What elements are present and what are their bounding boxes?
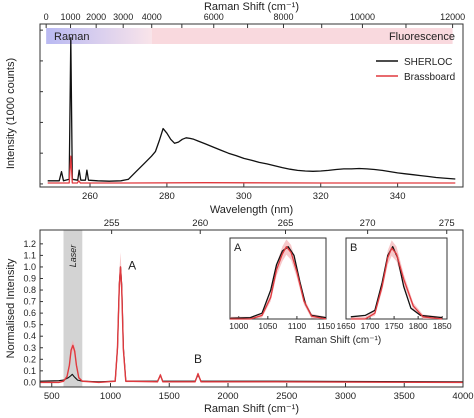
top-x-tick-label: 4000: [142, 12, 162, 22]
x-tick-label: 1000: [100, 391, 121, 402]
top-x-tick-label: 0: [44, 12, 49, 22]
top-x-tick-label: 1000: [61, 12, 81, 22]
bottom-plot-frame: [39, 229, 464, 388]
peak-label-a: A: [128, 258, 136, 272]
top-x-tick-label: 260: [192, 218, 208, 229]
top-x-tick-label: 265: [278, 218, 294, 229]
bottom-axis-ticks: 500 1000 1500 2000 2500 3000 3500 4000 0.00.1 0.2…: [23, 218, 473, 402]
top-series: [47, 37, 456, 184]
y-tick-label: 1.1: [23, 250, 36, 260]
top-x-axis-label: Wavelength (nm): [210, 204, 293, 216]
inset-a-frame: [229, 237, 327, 320]
y-tick-label: 0.1: [23, 366, 36, 376]
inset-a-label: A: [234, 242, 242, 254]
y-tick-label: 0.9: [23, 273, 36, 283]
spectral-regions: [46, 28, 453, 44]
top-y-axis-label: Intensity (1000 counts): [5, 58, 17, 169]
top-x-tick-label: 3000: [113, 12, 133, 22]
x-tick-label: 300: [236, 191, 252, 202]
x-tick-label: 280: [159, 191, 175, 202]
top-x-tick-label: 10000: [350, 12, 375, 22]
x-tick-label: 340: [390, 191, 406, 202]
laser-band-label: Laser: [68, 244, 78, 268]
inset-x-tick-label: 1150: [317, 321, 336, 331]
inset-a-series: [229, 239, 327, 320]
y-tick-label: 0.0: [23, 377, 36, 387]
inset-peak-a: 1000 1050 1100 1150 A: [229, 237, 336, 331]
top-x-tick-label: 12000: [440, 12, 465, 22]
legend-label-brassboard: Brassboard: [404, 72, 455, 83]
top-x-tick-label: 6000: [204, 12, 224, 22]
inset-x-tick-label: 1700: [361, 321, 380, 331]
series-line-brassboard: [40, 266, 464, 384]
top-axis-ticks: 260 280 300 320 340 0 1000 2000 3000 4000 6000 8000…: [40, 12, 465, 202]
fluorescence-region-band: [151, 28, 453, 44]
inset-x-tick-label: 1000: [229, 321, 248, 331]
top-x-tick-label: 275: [439, 218, 455, 229]
top-secondary-axis-label: Raman Shift (cm⁻¹): [204, 1, 299, 13]
x-tick-label: 3500: [394, 391, 415, 402]
y-tick-label: 0.4: [23, 331, 36, 341]
raman-region-label: Raman: [54, 31, 89, 43]
bottom-chart: Laser 500 1000 1500 2000 2500 3000 3500 4000 0.0…: [5, 218, 474, 415]
top-x-tick-label: 270: [360, 218, 376, 229]
inset-line-brassboard: [350, 247, 443, 320]
y-tick-label: 0.7: [23, 297, 36, 307]
x-tick-label: 320: [313, 191, 329, 202]
inset-peak-b: 1650 1700 1750 1800 1850 B: [337, 237, 452, 331]
inset-line-sherloc: [350, 246, 443, 319]
inset-x-tick-label: 1050: [258, 321, 277, 331]
legend-label-sherloc: SHERLOC: [404, 57, 452, 68]
fluorescence-region-label: Fluorescence: [389, 31, 455, 43]
bottom-y-axis-label: Normalised Intensity: [5, 258, 17, 358]
x-tick-label: 3000: [335, 391, 356, 402]
series-line-brassboard: [47, 155, 456, 184]
series-line-sherloc: [47, 37, 456, 182]
y-tick-label: 0.6: [23, 308, 36, 318]
inset-x-tick-label: 1100: [288, 321, 307, 331]
inset-x-tick-label: 1800: [409, 321, 428, 331]
top-x-tick-label: 255: [104, 218, 120, 229]
y-tick-label: 0.2: [23, 354, 36, 364]
x-tick-label: 260: [82, 191, 98, 202]
bottom-series: [39, 252, 464, 384]
y-tick-label: 1.0: [23, 262, 36, 272]
inset-line-brassboard: [230, 246, 327, 320]
inset-x-axis-label: Raman Shift (cm⁻¹): [295, 335, 381, 346]
peak-label-b: B: [194, 352, 202, 366]
x-tick-label: 4000: [452, 391, 473, 402]
top-x-tick-label: 8000: [273, 12, 293, 22]
y-tick-label: 1.2: [23, 239, 36, 249]
inset-b-label: B: [350, 242, 357, 254]
bottom-x-axis-label: Raman Shift (cm⁻¹): [204, 403, 299, 415]
top-plot-frame: [39, 23, 464, 188]
inset-b-series: [350, 240, 443, 320]
legend: SHERLOC Brassboard: [376, 57, 455, 83]
laser-band: [63, 230, 83, 387]
inset-x-tick-label: 1850: [433, 321, 452, 331]
y-tick-label: 0.3: [23, 343, 36, 353]
top-x-tick-label: 2000: [86, 12, 106, 22]
y-tick-label: 0.5: [23, 320, 36, 330]
raman-region-band: [46, 28, 152, 44]
inset-x-tick-label: 1650: [337, 321, 356, 331]
inset-x-tick-label: 1750: [385, 321, 404, 331]
y-tick-label: 0.8: [23, 285, 36, 295]
x-tick-label: 500: [44, 391, 60, 402]
x-tick-label: 1500: [159, 391, 180, 402]
x-tick-label: 2000: [217, 391, 238, 402]
x-tick-label: 2500: [276, 391, 297, 402]
